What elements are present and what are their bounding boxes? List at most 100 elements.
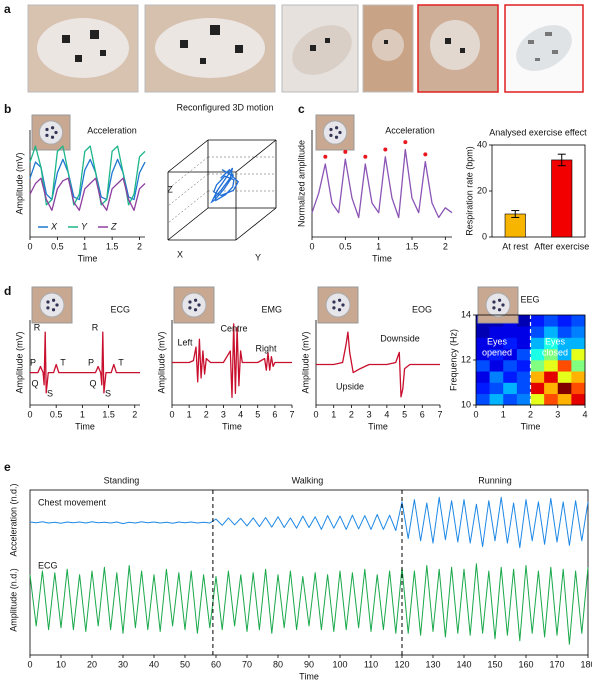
inset-device (325, 292, 351, 318)
heat-cell (544, 393, 559, 406)
heat-cell (544, 337, 559, 350)
heat-cell (503, 337, 518, 350)
heat-cell (516, 326, 531, 338)
chart-title: Acceleration (87, 125, 137, 135)
panel-label: a (4, 2, 11, 16)
heat-cell (503, 371, 518, 383)
heat-cell (516, 371, 531, 383)
inset-chip (492, 306, 496, 310)
heat-cell (516, 348, 531, 361)
cube-grid (167, 173, 209, 207)
y-axis-label: Acceleration (n.d.) (8, 483, 18, 556)
x-tick-label: 0 (473, 409, 478, 419)
annotation: P (30, 357, 36, 367)
heat-cell (516, 315, 531, 327)
y-tick-label: 40 (477, 139, 487, 149)
heat-cell (530, 382, 545, 395)
heat-cell (571, 315, 586, 327)
inset-chip (193, 308, 198, 312)
photo-device (292, 25, 352, 75)
cube-grid (167, 156, 209, 190)
x-tick-label: 110 (364, 659, 378, 669)
cube-edge (235, 139, 277, 173)
x-tick-label: 30 (118, 659, 128, 669)
x-tick-label: 50 (180, 659, 190, 669)
x-tick-label: 3 (555, 409, 560, 419)
line-series (29, 177, 146, 211)
panel-label: d (4, 284, 11, 298)
chart-title: Acceleration (385, 125, 435, 135)
inset-chip (332, 300, 336, 304)
y-tick-label: 20 (477, 185, 487, 195)
x-tick-label: 5 (255, 409, 260, 419)
inset-chip (338, 130, 342, 135)
heat-cell (557, 382, 572, 395)
x-axis-label: Time (521, 421, 541, 431)
heat-cell (503, 348, 518, 361)
photo-device (155, 18, 265, 78)
chart-title: EEG (520, 294, 539, 304)
line-series (316, 331, 440, 398)
x-tick-label: At rest (502, 241, 529, 251)
heat-cell (476, 393, 490, 406)
annotation: Centre (220, 323, 247, 333)
render-chips (528, 32, 558, 61)
inset-chip (334, 135, 339, 139)
x-tick-label: 4 (384, 409, 389, 419)
x-tick-label: 0 (27, 409, 32, 419)
inset-chip (498, 298, 502, 302)
panel-label: c (298, 102, 305, 116)
x-tick-label: 6 (420, 409, 425, 419)
inset-device (181, 292, 207, 318)
axis-label-y: Y (255, 252, 261, 262)
inset-chip (337, 308, 342, 312)
annotation: Upside (336, 381, 364, 391)
x-tick-label: 7 (289, 409, 294, 419)
error-bar (511, 210, 520, 218)
x-tick-label: 3 (221, 409, 226, 419)
heat-cell (544, 348, 559, 361)
y-axis-label: Normalized amplitude (296, 140, 306, 227)
render-device (516, 25, 572, 71)
annotation: R (34, 322, 41, 332)
x-tick-label: 0.5 (51, 241, 64, 251)
cube-grid (167, 190, 209, 224)
y-axis-label: Amplitude (n.d.) (8, 568, 18, 632)
inset-chip (45, 133, 49, 138)
x-tick-label: 90 (304, 659, 314, 669)
heat-cell (571, 326, 586, 338)
y-axis-label: Amplitude (mV) (300, 331, 310, 393)
x-tick-label: 20 (87, 659, 97, 669)
y-axis-label: Amplitude (mV) (14, 152, 24, 214)
x-axis-label: Time (299, 671, 319, 681)
phase-label: Standing (104, 475, 140, 485)
heat-cell (476, 326, 490, 338)
line-series (172, 323, 292, 398)
panel-label: e (4, 460, 11, 474)
peak-marker (403, 140, 408, 145)
x-tick-label: 160 (518, 659, 533, 669)
heat-cell (530, 348, 545, 361)
inset-chip (55, 303, 59, 307)
axis-label-z: Z (167, 184, 173, 194)
annotation: Eyes (545, 336, 566, 346)
x-tick-label: 120 (394, 659, 409, 669)
heat-cell (489, 348, 504, 361)
x-tick-label: 2 (349, 409, 354, 419)
inset-chip (329, 127, 333, 132)
x-tick-label: 130 (425, 659, 440, 669)
inset-device (38, 120, 64, 145)
heat-cell (516, 360, 531, 372)
heat-cell (557, 348, 572, 361)
y-tick-label: 14 (461, 309, 471, 319)
annotation: Left (177, 337, 193, 347)
inset-chip (45, 127, 49, 132)
x-tick-label: 2 (528, 409, 533, 419)
photo-strip (27, 4, 584, 93)
line-series (29, 158, 146, 201)
error-bar (557, 153, 566, 167)
signal (29, 496, 589, 549)
x-tick-label: 0 (313, 409, 318, 419)
inset-device (322, 120, 348, 145)
